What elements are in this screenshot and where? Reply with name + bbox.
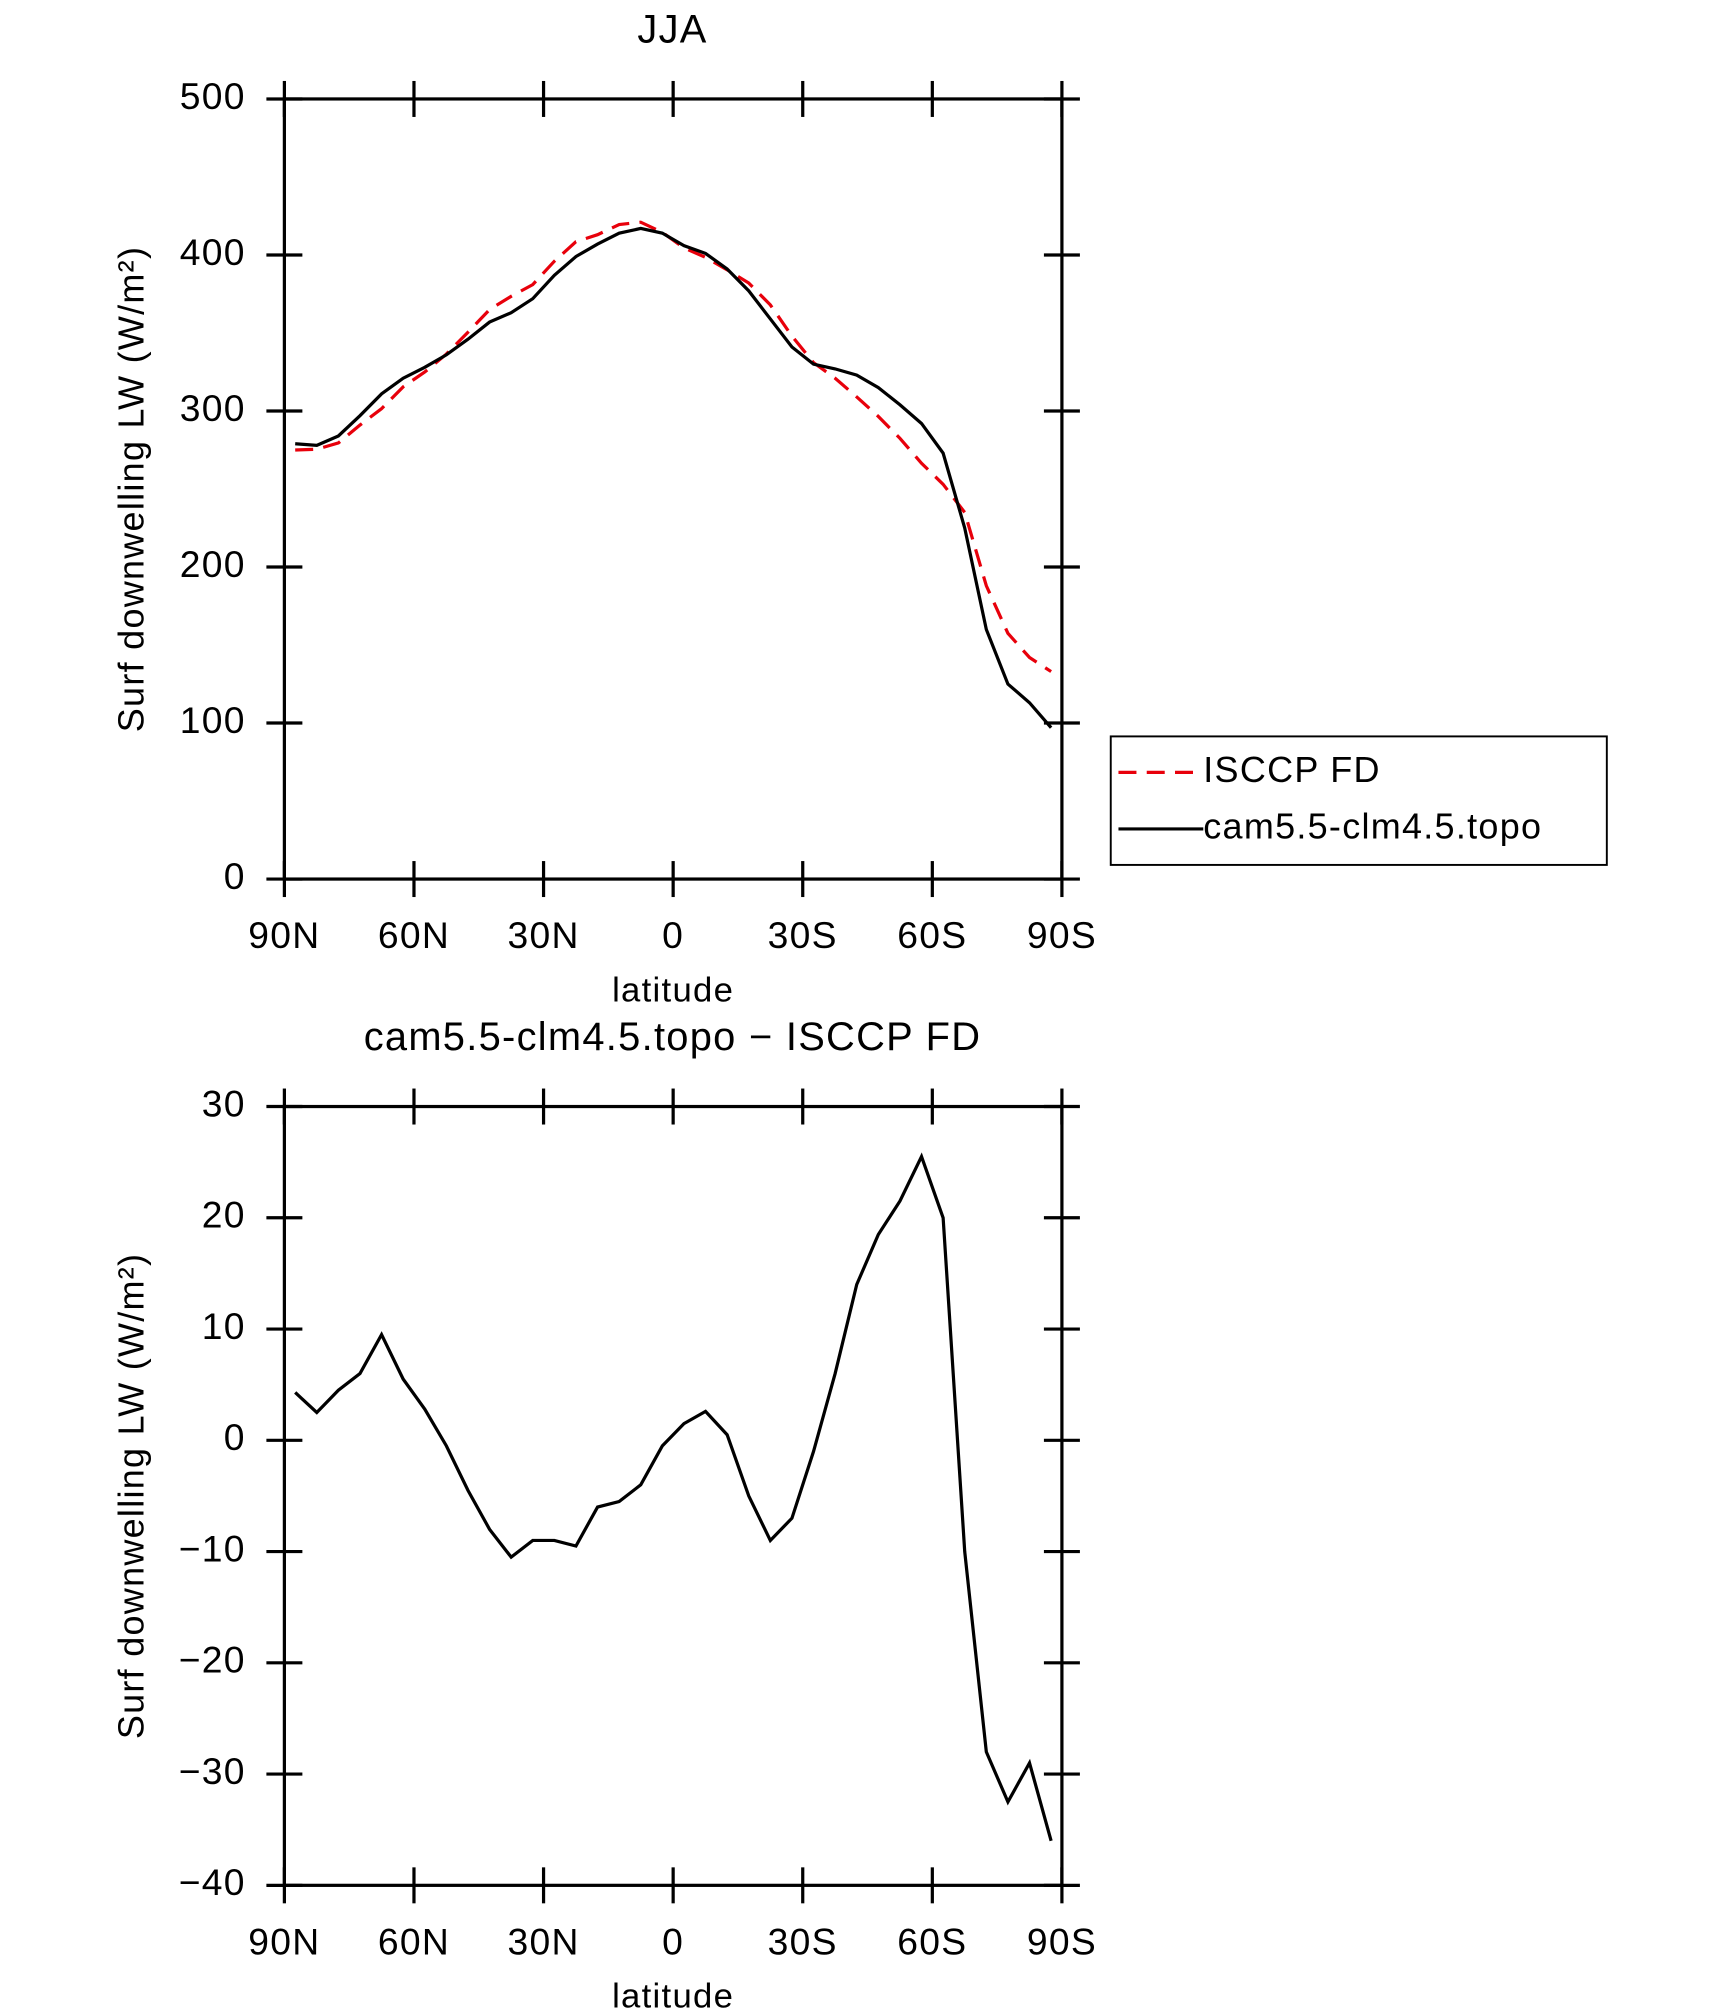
y-tick-label: −10 (179, 1527, 246, 1569)
x-tick-label: 60S (897, 1920, 967, 1962)
x-tick-label: 90S (1027, 914, 1097, 956)
y-tick-label: 500 (180, 75, 246, 117)
x-tick-label: 60N (378, 1920, 450, 1962)
legend-label: cam5.5-clm4.5.topo (1203, 805, 1542, 846)
x-tick-label: 90N (248, 914, 320, 956)
x-tick-label: 30S (768, 1920, 838, 1962)
y-tick-label: 200 (180, 543, 246, 585)
y-tick-label: 100 (180, 699, 246, 741)
y-tick-label: −40 (179, 1861, 246, 1903)
y-tick-label: 400 (180, 231, 246, 273)
series-line (295, 226, 1053, 729)
x-axis-label: latitude (612, 971, 734, 1009)
legend-label: ISCCP FD (1203, 749, 1381, 790)
y-tick-label: 0 (224, 1416, 246, 1458)
x-tick-label: 30N (507, 914, 579, 956)
x-tick-label: 0 (662, 914, 684, 956)
y-tick-label: 300 (180, 387, 246, 429)
x-tick-label: 90N (248, 1920, 320, 1962)
y-tick-label: 30 (202, 1082, 246, 1124)
y-axis-label: Surf downwelling LW (W/m²) (111, 246, 152, 732)
y-tick-label: −20 (179, 1639, 246, 1681)
y-tick-label: 10 (202, 1305, 246, 1347)
chart-title: JJA (637, 8, 707, 52)
series-line (294, 1152, 1053, 1842)
x-axis-label: latitude (612, 1978, 734, 2010)
x-tick-label: 30S (768, 914, 838, 956)
plot-frame (282, 1104, 1064, 1887)
y-tick-label: 20 (202, 1194, 246, 1236)
chart-title: cam5.5-clm4.5.topo − ISCCP FD (364, 1015, 982, 1059)
x-tick-label: 60N (378, 914, 450, 956)
x-tick-label: 30N (507, 1920, 579, 1962)
x-tick-label: 90S (1027, 1920, 1097, 1962)
x-tick-label: 0 (662, 1920, 684, 1962)
y-axis-label: Surf downwelling LW (W/m²) (111, 1253, 152, 1739)
x-tick-label: 60S (897, 914, 967, 956)
legend-box (1109, 735, 1608, 866)
y-tick-label: 0 (224, 855, 246, 897)
y-tick-label: −30 (179, 1750, 246, 1792)
